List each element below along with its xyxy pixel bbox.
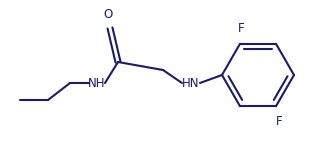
Text: F: F [238, 22, 244, 35]
Text: O: O [103, 8, 113, 21]
Text: F: F [276, 115, 282, 128]
Text: HN: HN [182, 77, 200, 89]
Text: NH: NH [88, 77, 106, 89]
